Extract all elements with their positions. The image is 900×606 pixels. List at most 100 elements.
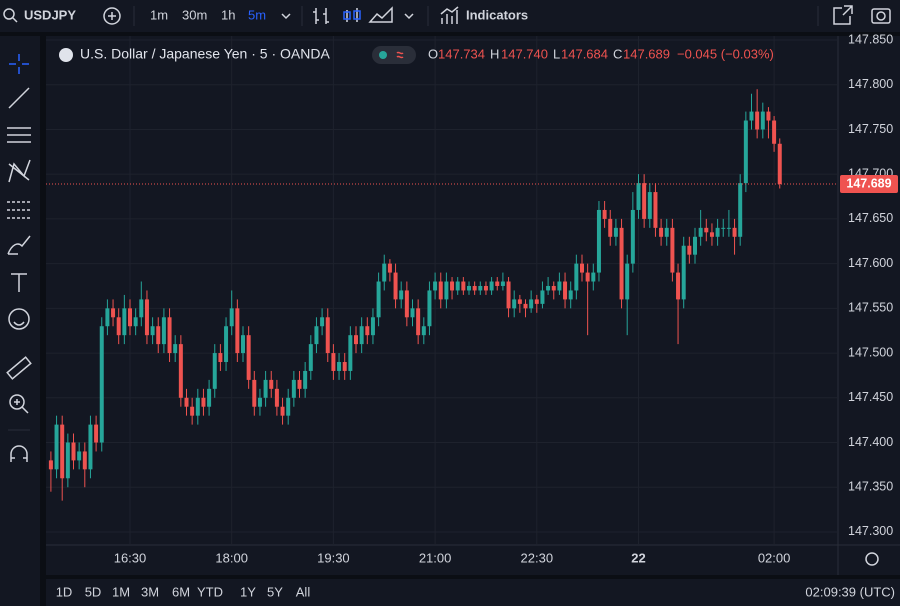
bars-icon[interactable] [313,8,329,24]
candle-body [144,299,149,336]
candle-body [529,299,534,309]
range-button[interactable]: 3M [141,584,159,599]
candle-body [77,451,82,461]
range-button[interactable]: 5D [85,584,102,599]
interval[interactable]: 30m [182,7,207,22]
candle-body [506,281,511,309]
candle-body [574,263,579,291]
candle-body [218,353,223,363]
y-tick-label: 147.400 [848,435,893,449]
y-tick-label: 147.550 [848,301,893,315]
candle-body [619,227,624,300]
interval[interactable]: 1h [221,7,235,22]
candle-body [342,362,347,371]
candle-body [653,192,658,228]
symbol-title: U.S. Dollar / Japanese Yen · 5 · OANDA [80,46,330,62]
settings-icon[interactable] [865,552,879,566]
area-icon[interactable] [368,6,393,23]
y-tick-label: 147.450 [848,390,893,404]
candle-body [647,192,652,219]
interval[interactable]: 1m [150,7,168,22]
candle-body [257,397,262,407]
bottom-divider [46,575,900,579]
compare-button[interactable] [103,7,121,25]
y-tick-label: 147.600 [848,256,893,270]
interval-dropdown[interactable] [281,13,291,20]
candle-body [755,111,760,130]
text-tool[interactable] [11,273,27,292]
ruler-tool[interactable] [6,356,32,380]
candle-body [693,236,697,255]
search-icon-handle [12,17,18,23]
x-tick-label: 22:30 [521,550,554,565]
range-button[interactable]: 5Y [267,584,283,599]
zoom-tool[interactable] [9,394,25,410]
range-button[interactable]: YTD [197,584,223,599]
candle-body [133,317,138,327]
candle-body [280,406,285,416]
ohlc-label: O [428,46,438,61]
candle-body [105,308,110,327]
candle-body [393,272,398,300]
candle-body [534,299,539,304]
candle-body [291,379,296,398]
candle-body [286,397,291,416]
search-icon[interactable] [3,8,15,20]
price-label-bg [840,175,898,194]
pattern-tool[interactable] [8,159,31,183]
magnet-tool[interactable] [10,445,28,462]
y-tick-label: 147.750 [848,122,893,136]
range-button[interactable]: 6M [172,584,190,599]
candle-body [314,326,319,345]
candle-body [387,263,392,273]
candle-body [156,326,161,345]
symbol[interactable]: USDJPY [24,7,76,22]
candle-body [563,281,568,300]
snapshot-icon[interactable] [871,8,891,24]
candle-body [444,281,449,300]
candle-body [551,285,556,291]
candle-body [777,143,782,185]
fib-tool[interactable] [7,127,31,143]
brush-tool[interactable] [7,235,31,255]
candle-body [178,344,183,398]
candle-body [715,227,720,237]
x-tick-label: 02:00 [758,550,791,565]
range-button[interactable]: All [296,584,311,599]
crosshair-tool[interactable] [9,54,29,74]
trendline-tool[interactable] [8,87,30,109]
indicators-button[interactable]: Indicators [466,7,528,22]
candle-body [416,308,421,336]
candle-body [540,290,545,304]
range-button[interactable]: 1M [112,584,130,599]
candle-body [738,183,743,237]
fullscreen-icon[interactable] [833,5,853,25]
candle-body [241,335,245,354]
range-button[interactable]: 1D [56,584,73,599]
candle-body [591,272,596,282]
candle-body [263,379,268,398]
change: −0.045 (−0.03%) [677,46,774,61]
y-tick-label: 147.850 [848,32,893,46]
candle-body [65,442,70,479]
emoji-tool[interactable] [8,308,30,330]
candle-body [596,209,601,273]
indicator-pill[interactable] [372,46,416,64]
candle-body [433,281,438,291]
indicators-icon[interactable] [440,6,459,24]
candle-body [450,281,455,291]
prediction-tool[interactable] [7,201,31,219]
price-label: 147.689 [846,176,891,190]
chart-type-dropdown[interactable] [404,13,414,20]
left-divider [40,36,46,606]
range-button[interactable]: 1Y [240,584,256,599]
candle-body [455,281,460,291]
ohlc-value: 147.689 [623,46,670,61]
candle-body [201,397,206,407]
candle-body [88,424,93,470]
candle-body [704,227,709,233]
interval-active[interactable]: 5m [248,7,266,22]
candle-body [410,308,415,318]
candle-body [60,424,65,479]
candle-body [613,227,618,237]
